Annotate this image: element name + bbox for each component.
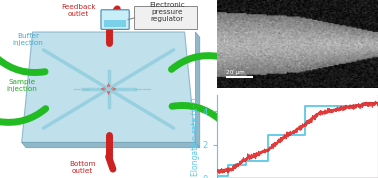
Text: Bottom
outlet: Bottom outlet — [69, 161, 96, 174]
FancyBboxPatch shape — [133, 6, 197, 29]
Polygon shape — [104, 20, 126, 27]
Text: Feedback
outlet: Feedback outlet — [61, 4, 96, 17]
Text: Buffer
injection: Buffer injection — [13, 33, 43, 46]
Polygon shape — [195, 32, 200, 148]
Y-axis label: Elongation rate (s⁻¹): Elongation rate (s⁻¹) — [191, 97, 200, 176]
Polygon shape — [22, 32, 195, 142]
Polygon shape — [22, 142, 200, 148]
Text: 20 μm: 20 μm — [226, 70, 245, 75]
Text: Sample
injection: Sample injection — [6, 79, 37, 92]
Text: Electronic
pressure
regulator: Electronic pressure regulator — [149, 2, 185, 22]
FancyBboxPatch shape — [101, 10, 129, 29]
